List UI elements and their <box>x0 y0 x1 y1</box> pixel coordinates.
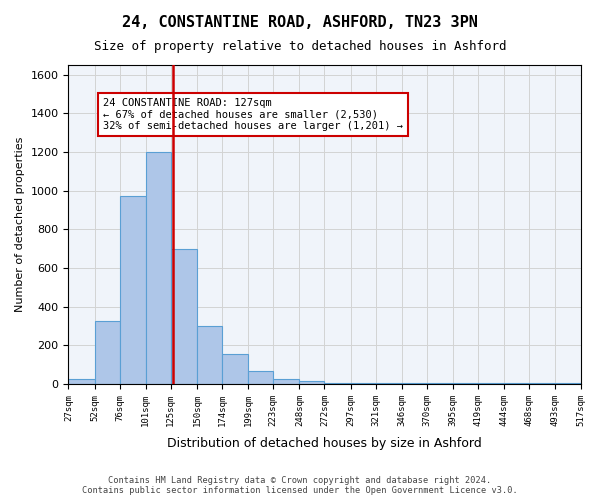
Text: Size of property relative to detached houses in Ashford: Size of property relative to detached ho… <box>94 40 506 53</box>
Bar <box>222 354 248 384</box>
Text: 24, CONSTANTINE ROAD, ASHFORD, TN23 3PN: 24, CONSTANTINE ROAD, ASHFORD, TN23 3PN <box>122 15 478 30</box>
X-axis label: Distribution of detached houses by size in Ashford: Distribution of detached houses by size … <box>167 437 482 450</box>
Bar <box>119 196 146 384</box>
Bar <box>171 248 197 384</box>
Bar <box>453 383 478 384</box>
Bar <box>299 381 325 384</box>
Text: 24 CONSTANTINE ROAD: 127sqm
← 67% of detached houses are smaller (2,530)
32% of : 24 CONSTANTINE ROAD: 127sqm ← 67% of det… <box>103 98 403 131</box>
Bar <box>376 383 402 384</box>
Bar <box>427 383 453 384</box>
Bar <box>146 152 171 384</box>
Bar <box>197 326 222 384</box>
Text: Contains HM Land Registry data © Crown copyright and database right 2024.
Contai: Contains HM Land Registry data © Crown c… <box>82 476 518 495</box>
Bar <box>273 379 299 384</box>
Bar <box>95 321 119 384</box>
Bar <box>248 372 273 384</box>
Bar <box>68 379 95 384</box>
Bar <box>529 383 556 384</box>
Bar <box>478 383 504 384</box>
Y-axis label: Number of detached properties: Number of detached properties <box>15 137 25 312</box>
Bar <box>504 383 529 384</box>
Bar <box>325 383 350 384</box>
Bar <box>402 383 427 384</box>
Bar <box>350 383 376 384</box>
Bar <box>556 383 581 384</box>
